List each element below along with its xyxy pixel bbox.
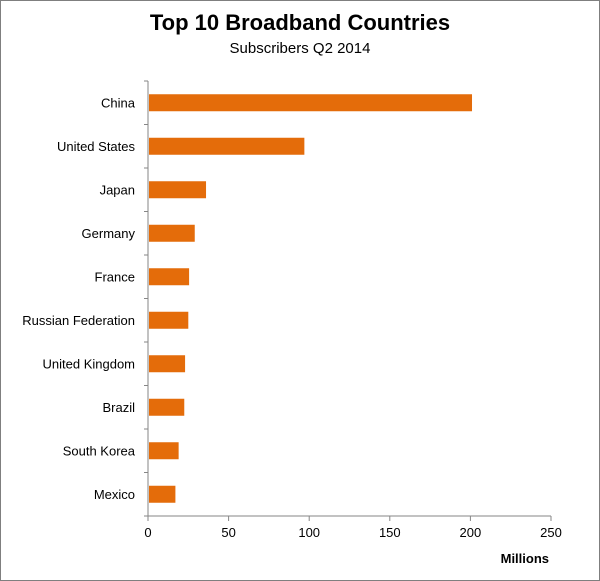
bar xyxy=(149,94,473,112)
category-label: Russian Federation xyxy=(22,313,135,328)
category-label: United Kingdom xyxy=(43,356,136,371)
bar xyxy=(149,311,189,329)
bar xyxy=(149,224,195,242)
category-label: Japan xyxy=(100,182,135,197)
chart-subtitle: Subscribers Q2 2014 xyxy=(229,40,371,57)
category-label: United States xyxy=(57,139,136,154)
chart-title: Top 10 Broadband Countries xyxy=(149,10,451,35)
bar xyxy=(149,485,176,503)
x-tick-label: 250 xyxy=(540,525,562,540)
bar xyxy=(149,442,179,460)
category-label: France xyxy=(95,269,135,284)
x-tick-label: 200 xyxy=(460,525,482,540)
bar xyxy=(149,268,190,286)
x-tick-label: 50 xyxy=(221,525,235,540)
bar xyxy=(149,137,305,155)
category-label: Germany xyxy=(82,226,136,241)
x-tick-label: 100 xyxy=(298,525,320,540)
x-tick-label: 150 xyxy=(379,525,401,540)
category-label: South Korea xyxy=(63,443,136,458)
category-label: Mexico xyxy=(94,487,135,502)
category-label: China xyxy=(101,95,136,110)
x-axis-title: Millions xyxy=(501,551,549,566)
bar xyxy=(149,398,185,416)
x-tick-label: 0 xyxy=(144,525,151,540)
category-label: Brazil xyxy=(102,400,135,415)
bar xyxy=(149,181,207,199)
bar xyxy=(149,355,186,373)
